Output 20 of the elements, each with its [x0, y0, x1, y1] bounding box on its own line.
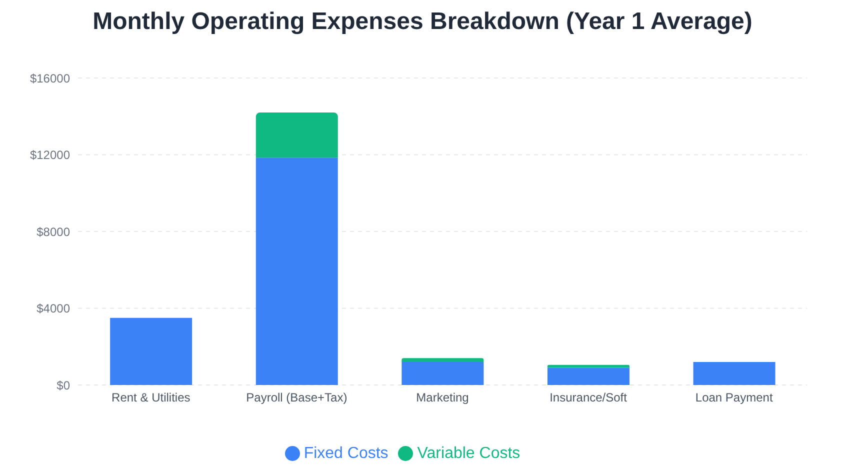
bar — [256, 158, 338, 385]
y-tick-label: $16000 — [30, 71, 70, 86]
chart-title: Monthly Operating Expenses Breakdown (Year 1 Average) — [92, 8, 754, 37]
x-tick-label: Marketing — [416, 390, 469, 405]
legend-label: Variable Costs — [417, 445, 520, 462]
y-tick-label: $0 — [56, 378, 70, 392]
bar — [402, 362, 484, 385]
y-tick-label: $4000 — [36, 302, 70, 316]
bar — [547, 368, 630, 385]
bar — [110, 318, 192, 385]
bar — [693, 362, 776, 385]
x-tick-label: Payroll (Base+Tax) — [246, 390, 348, 405]
x-tick-label: Loan Payment — [695, 390, 774, 405]
y-tick-label: $12000 — [30, 148, 70, 162]
y-tick-label: $8000 — [36, 224, 70, 239]
x-tick-label: Rent & Utilities — [112, 390, 190, 405]
legend-label: Fixed Costs — [304, 445, 388, 462]
bar — [402, 358, 484, 362]
bar — [256, 112, 338, 158]
x-tick-label: Insurance/Soft — [550, 390, 628, 405]
